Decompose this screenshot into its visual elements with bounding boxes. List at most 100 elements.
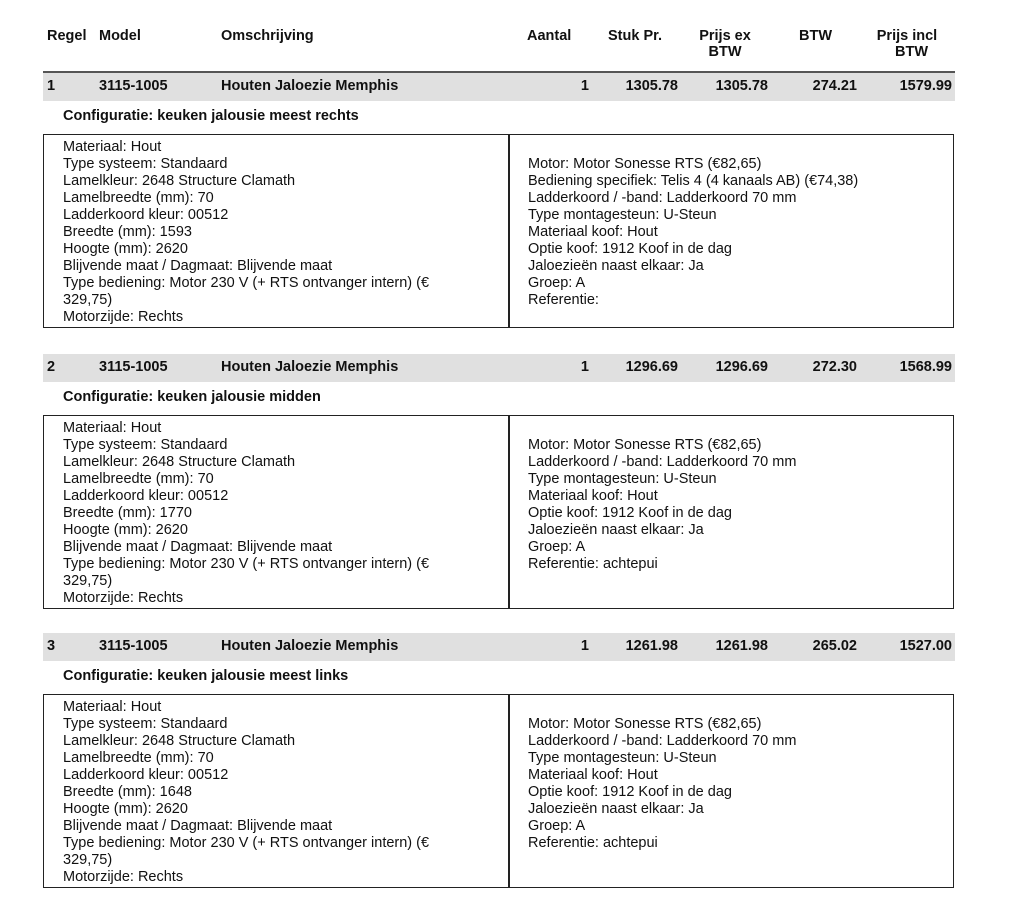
detail-line: Materiaal: Hout [63,139,162,155]
detail-line: Groep: A [528,275,586,291]
order-line: 1 3115-1005 Houten Jaloezie Memphis 1 1305.7… [0,73,1024,353]
detail-line: Lamelbreedte (mm): 70 [63,750,214,766]
detail-line: Materiaal: Hout [63,420,162,436]
detail-line: Type bediening: Motor 230 V (+ RTS ontva… [63,556,430,572]
detail-line: Lamelbreedte (mm): 70 [63,190,214,206]
prijs-incl-btw: 1527.00 [899,638,952,654]
header-prijs-incl-line1: Prijs incl [876,28,938,44]
order-line: 2 3115-1005 Houten Jaloezie Memphis 1 1296.6… [0,354,1024,634]
detail-line: Type montagesteun: U-Steun [528,750,717,766]
detail-line: Optie koof: 1912 Koof in de dag [528,241,732,257]
btw: 274.21 [812,78,857,94]
header-prijs-ex: Prijs ex BTW [690,28,760,60]
detail-line: Ladderkoord / -band: Ladderkoord 70 mm [528,454,797,470]
order-line: 3 3115-1005 Houten Jaloezie Memphis 1 1261.9… [0,633,1024,913]
detail-line: Ladderkoord / -band: Ladderkoord 70 mm [528,733,797,749]
detail-line: Groep: A [528,818,586,834]
detail-line: Motorzijde: Rechts [63,309,184,325]
detail-line: Motor: Motor Sonesse RTS (€82,65) [528,716,762,732]
header-model: Model [99,28,141,44]
detail-line: Type montagesteun: U-Steun [528,471,717,487]
detail-line: 329,75) [63,573,113,589]
header-prijs-ex-line2: BTW [708,44,742,60]
order-line-row: 1 3115-1005 Houten Jaloezie Memphis 1 1305.7… [43,73,955,101]
details-right: Motor: Motor Sonesse RTS (€82,65) Bedieni… [528,156,948,309]
configuratie: Configuratie: keuken jalousie meest link… [63,668,349,684]
detail-line: Lamelkleur: 2648 Structure Clamath [63,733,296,749]
header-prijs-incl: Prijs incl BTW [868,28,946,60]
detail-line: Hoogte (mm): 2620 [63,241,188,257]
regel: 2 [47,359,56,375]
detail-line: Ladderkoord / -band: Ladderkoord 70 mm [528,190,797,206]
prijs-ex-btw: 1261.98 [715,638,768,654]
btw: 272.30 [812,359,857,375]
btw: 265.02 [812,638,857,654]
detail-line: Referentie: achtepui [528,556,658,572]
model: 3115-1005 [99,638,168,654]
detail-line: Referentie: achtepui [528,835,658,851]
model: 3115-1005 [99,78,168,94]
stuk-prijs: 1261.98 [625,638,678,654]
stuk-prijs: 1305.78 [625,78,678,94]
configuratie: Configuratie: keuken jalousie meest rech… [63,108,359,124]
configuratie: Configuratie: keuken jalousie midden [63,389,321,405]
detail-line: Ladderkoord kleur: 00512 [63,767,229,783]
column-divider [508,135,510,327]
aantal: 1 [580,359,589,375]
aantal: 1 [580,638,589,654]
regel: 3 [47,638,56,654]
detail-line: Referentie: [528,292,599,308]
detail-line: Type systeem: Standaard [63,437,228,453]
omschrijving: Houten Jaloezie Memphis [221,359,399,375]
detail-line: Lamelkleur: 2648 Structure Clamath [63,173,296,189]
prijs-ex-btw: 1296.69 [715,359,768,375]
omschrijving: Houten Jaloezie Memphis [221,638,399,654]
detail-line: Type montagesteun: U-Steun [528,207,717,223]
details-right: Motor: Motor Sonesse RTS (€82,65) Ladderk… [528,437,948,573]
detail-line: 329,75) [63,292,113,308]
detail-line: Materiaal koof: Hout [528,488,658,504]
details-left: Materiaal: Hout Type systeem: Standaard La… [63,420,493,607]
order-line-row: 2 3115-1005 Houten Jaloezie Memphis 1 1296.6… [43,354,955,382]
detail-line: Type bediening: Motor 230 V (+ RTS ontva… [63,275,430,291]
detail-line: Lamelbreedte (mm): 70 [63,471,214,487]
detail-line: 329,75) [63,852,113,868]
detail-line: Materiaal koof: Hout [528,767,658,783]
configuration-details: Materiaal: Hout Type systeem: Standaard La… [43,415,954,609]
header-regel: Regel [47,28,87,44]
detail-line: Breedte (mm): 1770 [63,505,192,521]
detail-line: Type systeem: Standaard [63,156,228,172]
prijs-incl-btw: 1568.99 [899,359,952,375]
omschrijving: Houten Jaloezie Memphis [221,78,399,94]
header-divider [43,71,955,73]
detail-line: Bediening specifiek: Telis 4 (4 kanaals … [528,173,859,189]
detail-line: Blijvende maat / Dagmaat: Blijvende maat [63,539,333,555]
header-omschrijving: Omschrijving [221,28,314,44]
detail-line: Groep: A [528,539,586,555]
detail-line: Breedte (mm): 1648 [63,784,192,800]
details-left: Materiaal: Hout Type systeem: Standaard La… [63,699,493,886]
header-stuk-pr: Stuk Pr. [608,28,662,44]
detail-line: Type systeem: Standaard [63,716,228,732]
detail-line: Ladderkoord kleur: 00512 [63,488,229,504]
column-divider [508,695,510,887]
detail-line: Motor: Motor Sonesse RTS (€82,65) [528,156,762,172]
configuration-details: Materiaal: Hout Type systeem: Standaard La… [43,134,954,328]
column-divider [508,416,510,608]
detail-line: Ladderkoord kleur: 00512 [63,207,229,223]
detail-line: Breedte (mm): 1593 [63,224,192,240]
detail-line: Optie koof: 1912 Koof in de dag [528,784,732,800]
detail-line: Jaloezieën naast elkaar: Ja [528,522,704,538]
details-right: Motor: Motor Sonesse RTS (€82,65) Ladderk… [528,716,948,852]
order-line-row: 3 3115-1005 Houten Jaloezie Memphis 1 1261.9… [43,633,955,661]
detail-line: Hoogte (mm): 2620 [63,801,188,817]
regel: 1 [47,78,56,94]
prijs-ex-btw: 1305.78 [715,78,768,94]
detail-line: Type bediening: Motor 230 V (+ RTS ontva… [63,835,430,851]
model: 3115-1005 [99,359,168,375]
detail-line: Motorzijde: Rechts [63,590,184,606]
header-btw: BTW [799,28,833,44]
detail-line: Jaloezieën naast elkaar: Ja [528,801,704,817]
header-prijs-incl-line2: BTW [894,44,928,60]
detail-line: Optie koof: 1912 Koof in de dag [528,505,732,521]
